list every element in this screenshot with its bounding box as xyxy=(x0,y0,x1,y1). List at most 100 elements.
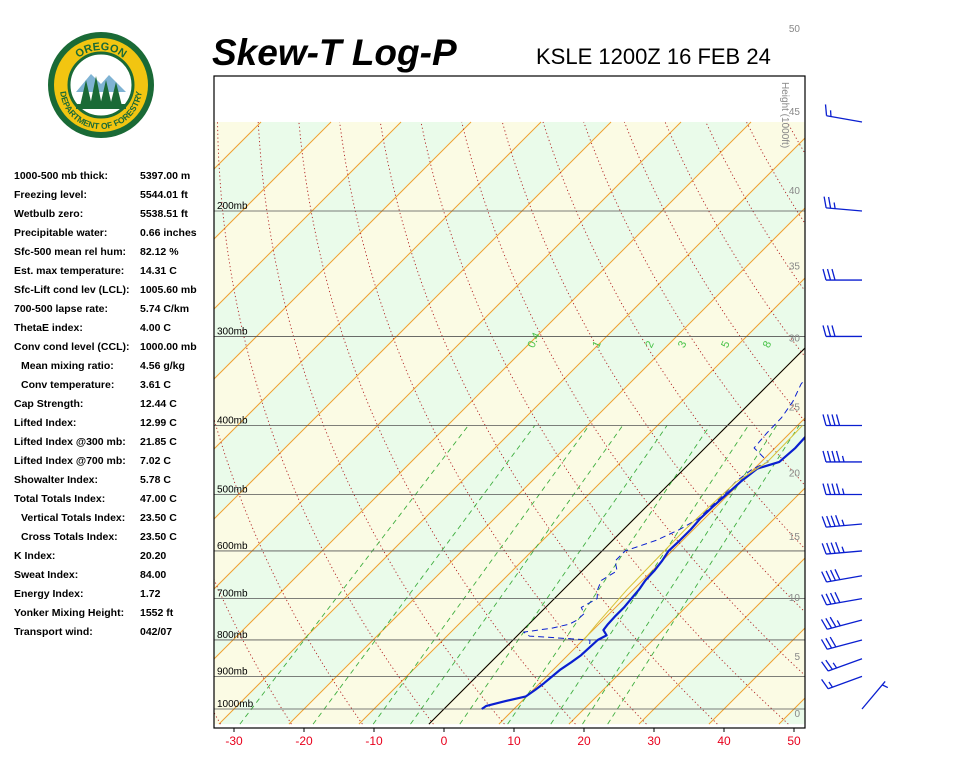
index-row: Showalter Index: 5.78 C xyxy=(14,472,214,491)
index-label: Mean mixing ratio: xyxy=(21,360,114,372)
plot-gridlines xyxy=(0,121,960,725)
plot-labels: 0.4 1 2 3 5 8200mb300mb400mb500mb600mb700mb80… xyxy=(217,24,800,720)
height-tick-label: 25 xyxy=(789,402,801,413)
index-value: 1552 ft xyxy=(140,607,174,619)
height-tick-label: 0 xyxy=(794,709,800,720)
index-row: Freezing level: 5544.01 ft xyxy=(14,187,214,206)
station-time-label: KSLE 1200Z 16 FEB 24 xyxy=(536,44,771,69)
temperature-trace xyxy=(481,435,805,710)
temperature-band xyxy=(0,122,51,724)
index-value: 4.00 C xyxy=(140,322,171,334)
index-value: 23.50 C xyxy=(140,531,177,543)
isotherm-line xyxy=(214,121,402,310)
index-row: Wetbulb zero: 5538.51 ft xyxy=(14,206,214,225)
dewpoint-trace xyxy=(481,378,805,710)
index-row: Cross Totals Index: 23.50 C xyxy=(14,529,214,548)
dry-adiabat-line xyxy=(44,122,150,724)
index-value: 12.44 C xyxy=(140,398,177,410)
oregon-forestry-logo: OREGON DEPARTMENT OF FORESTRY xyxy=(48,32,154,138)
pressure-label: 1000mb xyxy=(217,699,254,710)
index-row: Vertical Totals Index: 23.50 C xyxy=(14,510,214,529)
wind-barb xyxy=(822,414,862,427)
pressure-label: 700mb xyxy=(217,589,248,600)
wind-barb xyxy=(821,591,863,606)
index-value: 5.78 C xyxy=(140,474,171,486)
index-value: 1000.00 mb xyxy=(140,341,197,353)
isotherm-line xyxy=(568,487,805,725)
wind-barb xyxy=(822,268,862,281)
mixing-ratio-label: 8 xyxy=(761,339,774,350)
index-row: Sfc-Lift cond lev (LCL): 1005.60 mb xyxy=(14,282,214,301)
index-label: ThetaE index: xyxy=(14,322,83,334)
mixing-ratio-line xyxy=(372,425,590,725)
index-label: Sfc-Lift cond lev (LCL): xyxy=(14,284,130,296)
index-value: 12.99 C xyxy=(140,417,177,429)
isotherm-line xyxy=(214,121,612,520)
index-value: 14.31 C xyxy=(140,265,177,277)
isotherm-line xyxy=(214,121,752,660)
index-row: Conv cond level (CCL): 1000.00 mb xyxy=(14,339,214,358)
temperature-tick-label: 20 xyxy=(577,734,591,748)
mixing-ratio-line xyxy=(410,425,624,725)
plot-frame xyxy=(213,75,806,729)
index-label: Lifted Index @700 mb: xyxy=(14,455,126,467)
height-tick-label: 15 xyxy=(789,532,801,543)
isotherm-line xyxy=(0,122,121,724)
logo-tree-icon xyxy=(80,76,122,106)
isotherm-line xyxy=(358,277,805,725)
index-label: Cross Totals Index: xyxy=(21,531,118,543)
wind-barb xyxy=(822,450,862,463)
temperature-band xyxy=(849,122,960,724)
temperature-tick-label: 40 xyxy=(717,734,731,748)
index-row: Total Totals Index: 47.00 C xyxy=(14,491,214,510)
index-value: 0.66 inches xyxy=(140,227,197,239)
wind-barb xyxy=(821,541,863,555)
index-label: Sweat Index: xyxy=(14,569,79,581)
mixing-ratio-line xyxy=(550,425,749,725)
isotherm-line xyxy=(214,121,542,450)
mixing-ratio-label: 5 xyxy=(719,339,732,350)
isotherm-line xyxy=(0,122,51,724)
dry-adiabat-line xyxy=(950,122,960,724)
index-value: 23.50 C xyxy=(140,512,177,524)
pressure-label: 800mb xyxy=(217,630,248,641)
pressure-label: 200mb xyxy=(217,201,248,212)
stability-indices-panel: 1000-500 mb thick: 5397.00 m Freezing leve… xyxy=(14,168,214,643)
index-label: Vertical Totals Index: xyxy=(21,512,126,524)
mixing-ratio-line xyxy=(459,425,668,725)
pressure-label: 900mb xyxy=(217,666,248,677)
index-value: 5544.01 ft xyxy=(140,189,188,201)
wind-barb xyxy=(820,616,863,630)
index-label: Total Totals Index: xyxy=(14,493,106,505)
pressure-label: 500mb xyxy=(217,485,248,496)
index-row: Precipitable water: 0.66 inches xyxy=(14,225,214,244)
height-tick-label: 45 xyxy=(789,107,801,118)
dry-adiabat-line xyxy=(828,122,960,724)
index-row: Sweat Index: 84.00 xyxy=(14,567,214,586)
index-value: 5.74 C/km xyxy=(140,303,190,315)
index-value: 5538.51 ft xyxy=(140,208,188,220)
index-row: 700-500 lapse rate: 5.74 C/km xyxy=(14,301,214,320)
freezing-isotherm-line xyxy=(428,347,805,725)
index-row: Energy Index: 1.72 xyxy=(14,586,214,605)
temperature-band xyxy=(214,121,805,725)
index-value: 21.85 C xyxy=(140,436,177,448)
logo-top-text: OREGON xyxy=(73,41,128,61)
isotherm-line xyxy=(778,697,805,725)
height-tick-label: 20 xyxy=(789,468,801,479)
index-label: Conv cond level (CCL): xyxy=(14,341,130,353)
index-label: Sfc-500 mean rel hum: xyxy=(14,246,127,258)
temperature-tick-label: 0 xyxy=(441,734,448,748)
wind-barb xyxy=(820,636,863,650)
index-row: Sfc-500 mean rel hum: 82.12 % xyxy=(14,244,214,263)
index-row: Lifted Index: 12.99 C xyxy=(14,415,214,434)
temperature-band xyxy=(778,698,805,725)
index-row: Conv temperature: 3.61 C xyxy=(14,377,214,396)
index-row: Cap Strength: 12.44 C xyxy=(14,396,214,415)
isotherm-line xyxy=(288,207,805,725)
index-value: 84.00 xyxy=(140,569,167,581)
index-value: 20.20 xyxy=(140,550,167,562)
isotherm-line xyxy=(214,121,332,240)
index-value: 5397.00 m xyxy=(140,170,191,182)
index-row: 1000-500 mb thick: 5397.00 m xyxy=(14,168,214,187)
